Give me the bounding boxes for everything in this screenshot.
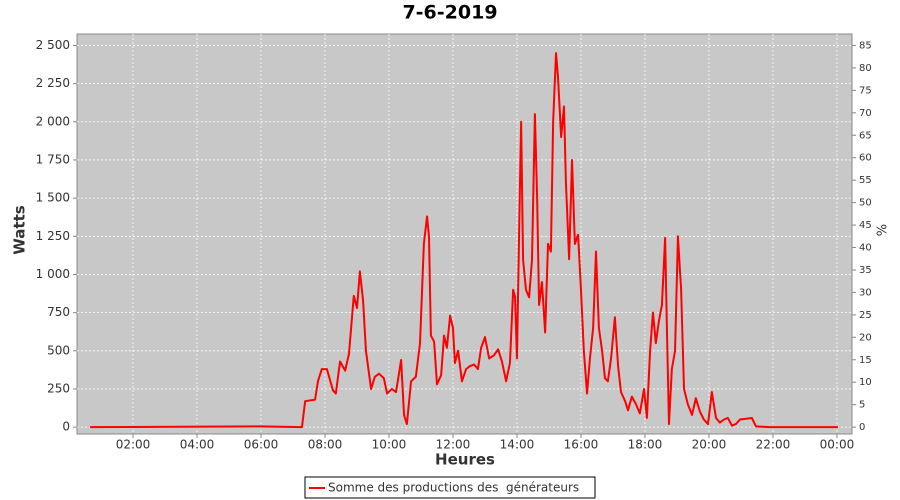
y2-tick-label: 40 xyxy=(859,243,872,254)
y2-tick-label: 60 xyxy=(859,153,872,164)
y-tick-label: 500 xyxy=(47,343,70,357)
y2-tick-label: 25 xyxy=(859,310,872,321)
y2-tick-label: 50 xyxy=(859,198,872,209)
legend xyxy=(304,476,596,499)
x-tick-label: 20:00 xyxy=(692,438,727,452)
y-axis-label: Watts xyxy=(11,205,29,254)
y2-tick-label: 45 xyxy=(859,220,872,231)
y2-tick-label: 65 xyxy=(859,130,872,141)
x-tick-label: 06:00 xyxy=(244,438,279,452)
y-tick-label: 2 250 xyxy=(36,76,70,90)
y2-axis-label: % xyxy=(876,224,891,236)
x-tick-label: 12:00 xyxy=(436,438,471,452)
data-line xyxy=(90,52,838,429)
x-axis-label: Heures xyxy=(435,451,495,469)
y-tick-label: 2 000 xyxy=(36,114,70,128)
y2-tick-label: 20 xyxy=(859,332,872,343)
legend-label: Somme des productions des générateurs xyxy=(328,481,579,495)
x-tick-label: 02:00 xyxy=(116,438,151,452)
y2-tick-label: 35 xyxy=(859,265,872,276)
x-tick-label: 14:00 xyxy=(500,438,535,452)
y-tick-label: 1 000 xyxy=(36,267,70,281)
y-tick-label: 1 500 xyxy=(36,191,70,205)
y2-tick-label: 15 xyxy=(859,355,872,366)
y2-tick-label: 55 xyxy=(859,175,872,186)
x-tick-label: 16:00 xyxy=(564,438,599,452)
y-tick-label: 0 xyxy=(62,420,70,434)
x-tick-label: 04:00 xyxy=(180,438,215,452)
x-tick-label: 10:00 xyxy=(372,438,407,452)
x-tick-label: 22:00 xyxy=(756,438,791,452)
y-tick-label: 1 250 xyxy=(36,229,70,243)
chart-title: 7-6-2019 xyxy=(402,2,497,24)
x-tick-label: 00:00 xyxy=(820,438,855,452)
y-tick-label: 250 xyxy=(47,381,70,395)
y2-tick-label: 80 xyxy=(859,63,872,74)
y2-tick-label: 75 xyxy=(859,85,872,96)
y-tick-label: 750 xyxy=(47,305,70,319)
y2-tick-label: 0 xyxy=(859,422,865,433)
plot-area xyxy=(76,33,853,435)
y2-tick-label: 10 xyxy=(859,377,872,388)
y-tick-label: 2 500 xyxy=(36,38,70,52)
y-tick-label: 1 750 xyxy=(36,152,70,166)
x-tick-label: 18:00 xyxy=(628,438,663,452)
y2-tick-label: 70 xyxy=(859,108,872,119)
y2-tick-label: 30 xyxy=(859,287,872,298)
x-tick-label: 08:00 xyxy=(308,438,343,452)
y2-tick-label: 5 xyxy=(859,400,865,411)
y2-tick-label: 85 xyxy=(859,40,872,51)
